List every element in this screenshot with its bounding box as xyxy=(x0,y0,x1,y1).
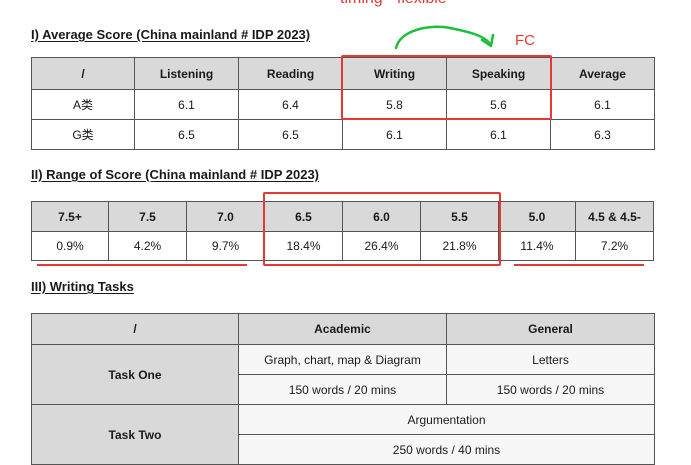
header-cell: General xyxy=(446,313,655,345)
table-cell: 6.1 xyxy=(134,89,239,120)
header-cell: Academic xyxy=(238,313,447,345)
table-cell: 6.4 xyxy=(238,89,343,120)
green-arrow-icon xyxy=(394,25,495,50)
table-cell: G类 xyxy=(31,119,135,150)
table-cell: 6.3 xyxy=(550,119,655,150)
table-header-row: / Listening Reading Writing Speaking Ave… xyxy=(31,57,655,90)
table-cell: 6.1 xyxy=(342,119,447,150)
header-cell: Listening xyxy=(134,57,239,90)
fc-annotation: FC xyxy=(515,32,535,49)
header-cell: / xyxy=(31,313,239,345)
score-range-table: 7.5+ 7.5 7.0 6.5 6.0 5.5 5.0 4.5 & 4.5- … xyxy=(31,201,654,261)
table-row: G类 6.5 6.5 6.1 6.1 6.3 xyxy=(31,119,655,150)
writing-tasks-table: / Academic General Task One Graph, chart… xyxy=(31,313,655,465)
table-header-row: 7.5+ 7.5 7.0 6.5 6.0 5.5 5.0 4.5 & 4.5- xyxy=(31,201,654,232)
header-cell: 4.5 & 4.5- xyxy=(575,201,654,232)
section-1-title: I) Average Score (China mainland # IDP 2… xyxy=(31,27,311,42)
section-3-title: III) Writing Tasks xyxy=(31,279,134,294)
table-row: Task One Graph, chart, map & Diagram Let… xyxy=(31,344,655,405)
table-row: 150 words / 20 mins 150 words / 20 mins xyxy=(32,374,655,405)
left-red-underline xyxy=(37,264,247,266)
header-cell: Writing xyxy=(342,57,447,90)
table-cell: 18.4% xyxy=(264,231,343,261)
header-cell: Average xyxy=(550,57,655,90)
header-cell: 5.0 xyxy=(498,201,576,232)
table-cell: 11.4% xyxy=(498,231,576,261)
header-cell: / xyxy=(31,57,135,90)
header-cell: Speaking xyxy=(446,57,551,90)
table-cell: 5.8 xyxy=(342,89,447,120)
header-cell: 7.5+ xyxy=(31,201,109,232)
table-cell: Argumentation xyxy=(238,404,655,435)
table-cell: 6.5 xyxy=(134,119,239,150)
top-handwritten-note: timing - flexible xyxy=(340,0,447,8)
table-cell: Graph, chart, map & Diagram xyxy=(238,344,447,375)
table-cell: Letters xyxy=(446,344,655,375)
header-cell: 7.5 xyxy=(108,201,187,232)
table-cell: 250 words / 40 mins xyxy=(238,434,655,465)
table-cell: 7.2% xyxy=(575,231,654,261)
right-red-underline xyxy=(514,264,644,266)
table-cell: A类 xyxy=(31,89,135,120)
header-cell: Reading xyxy=(238,57,343,90)
task-two-label: Task Two xyxy=(31,404,239,465)
header-cell: 6.0 xyxy=(342,201,421,232)
table-cell: 9.7% xyxy=(186,231,265,261)
task-one-label: Task One xyxy=(31,344,239,405)
table-cell: 150 words / 20 mins xyxy=(238,374,447,405)
writing-speaking-highlight-box xyxy=(341,55,552,120)
table-cell: 0.9% xyxy=(31,231,109,261)
table-row: 0.9% 4.2% 9.7% 18.4% 26.4% 21.8% 11.4% 7… xyxy=(31,231,654,261)
table-cell: 6.1 xyxy=(550,89,655,120)
header-cell: 5.5 xyxy=(420,201,499,232)
average-score-table: / Listening Reading Writing Speaking Ave… xyxy=(31,57,655,150)
table-cell: 5.6 xyxy=(446,89,551,120)
header-cell: 6.5 xyxy=(264,201,343,232)
middle-band-highlight-box xyxy=(263,192,501,266)
table-cell: 26.4% xyxy=(342,231,421,261)
table-cell: 4.2% xyxy=(108,231,187,261)
table-cell: 6.1 xyxy=(446,119,551,150)
header-cell: 7.0 xyxy=(186,201,265,232)
table-cell: 150 words / 20 mins xyxy=(446,374,655,405)
table-header-row: / Academic General xyxy=(31,313,655,345)
table-cell: 6.5 xyxy=(238,119,343,150)
section-2-title: II) Range of Score (China mainland # IDP… xyxy=(31,167,319,182)
table-row: 250 words / 40 mins xyxy=(32,434,655,465)
table-row: Task Two Argumentation xyxy=(31,404,655,465)
